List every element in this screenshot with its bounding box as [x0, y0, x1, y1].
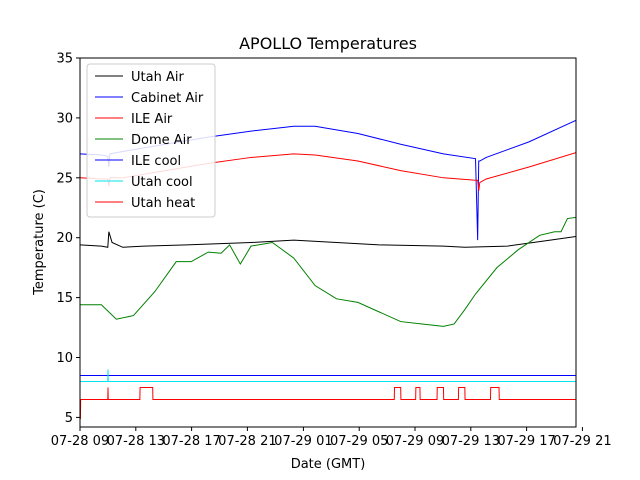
x-tick-label: 07-28 21 — [218, 434, 276, 449]
legend: Utah Air Cabinet Air ILE Air Dome Air ILE co… — [86, 63, 216, 218]
y-tick-label: 30 — [56, 111, 73, 126]
x-axis-label: Date (GMT) — [291, 457, 366, 472]
x-tick-label: 07-29 09 — [386, 434, 444, 449]
x-tick-label: 07-28 09 — [51, 434, 109, 449]
y-tick-label: 20 — [56, 231, 73, 246]
chart-title: APOLLO Temperatures — [239, 34, 417, 53]
y-tick-label: 35 — [56, 52, 73, 67]
legend-label: ILE cool — [131, 154, 181, 169]
legend-label: Utah Air — [131, 70, 184, 85]
legend-label: ILE Air — [131, 112, 173, 127]
x-tick-label: 07-29 01 — [274, 434, 332, 449]
y-axis-label: Temperature (C) — [32, 189, 47, 296]
x-tick-label: 07-29 17 — [497, 434, 555, 449]
series-line-utah-heat — [80, 386, 576, 420]
plot-frame — [79, 57, 577, 428]
legend-label: Dome Air — [131, 133, 192, 148]
legend-label: Utah heat — [131, 196, 195, 211]
x-tick-label: 07-29 21 — [553, 434, 611, 449]
legend-label: Cabinet Air — [131, 91, 204, 106]
y-tick-label: 5 — [65, 411, 73, 426]
y-tick-label: 15 — [56, 291, 73, 306]
legend-box — [86, 63, 216, 218]
series-line-dome-air — [80, 216, 576, 327]
x-tick-label: 07-29 05 — [330, 434, 388, 449]
series-line-utah-air — [80, 231, 576, 248]
legend-label: Utah cool — [131, 175, 193, 190]
x-tick-label: 07-28 17 — [162, 434, 220, 449]
x-tick-label: 07-29 13 — [442, 434, 500, 449]
series-line-utah-cool — [80, 369, 576, 382]
x-tick-label: 07-28 13 — [107, 434, 165, 449]
y-tick-label: 10 — [56, 351, 73, 366]
y-tick-label: 25 — [56, 171, 73, 186]
